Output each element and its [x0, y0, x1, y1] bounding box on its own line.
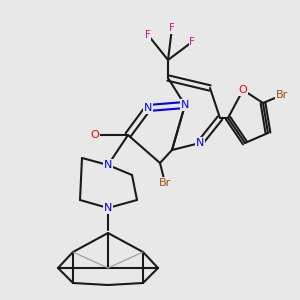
Text: Br: Br	[159, 178, 171, 188]
Text: F: F	[169, 23, 175, 33]
Text: N: N	[144, 103, 152, 113]
Text: Br: Br	[276, 90, 288, 100]
Text: O: O	[238, 85, 247, 95]
Text: N: N	[196, 138, 204, 148]
Text: F: F	[145, 30, 151, 40]
Text: N: N	[181, 100, 189, 110]
Text: O: O	[91, 130, 99, 140]
Text: N: N	[104, 203, 112, 213]
Text: F: F	[189, 37, 195, 47]
Text: N: N	[104, 160, 112, 170]
